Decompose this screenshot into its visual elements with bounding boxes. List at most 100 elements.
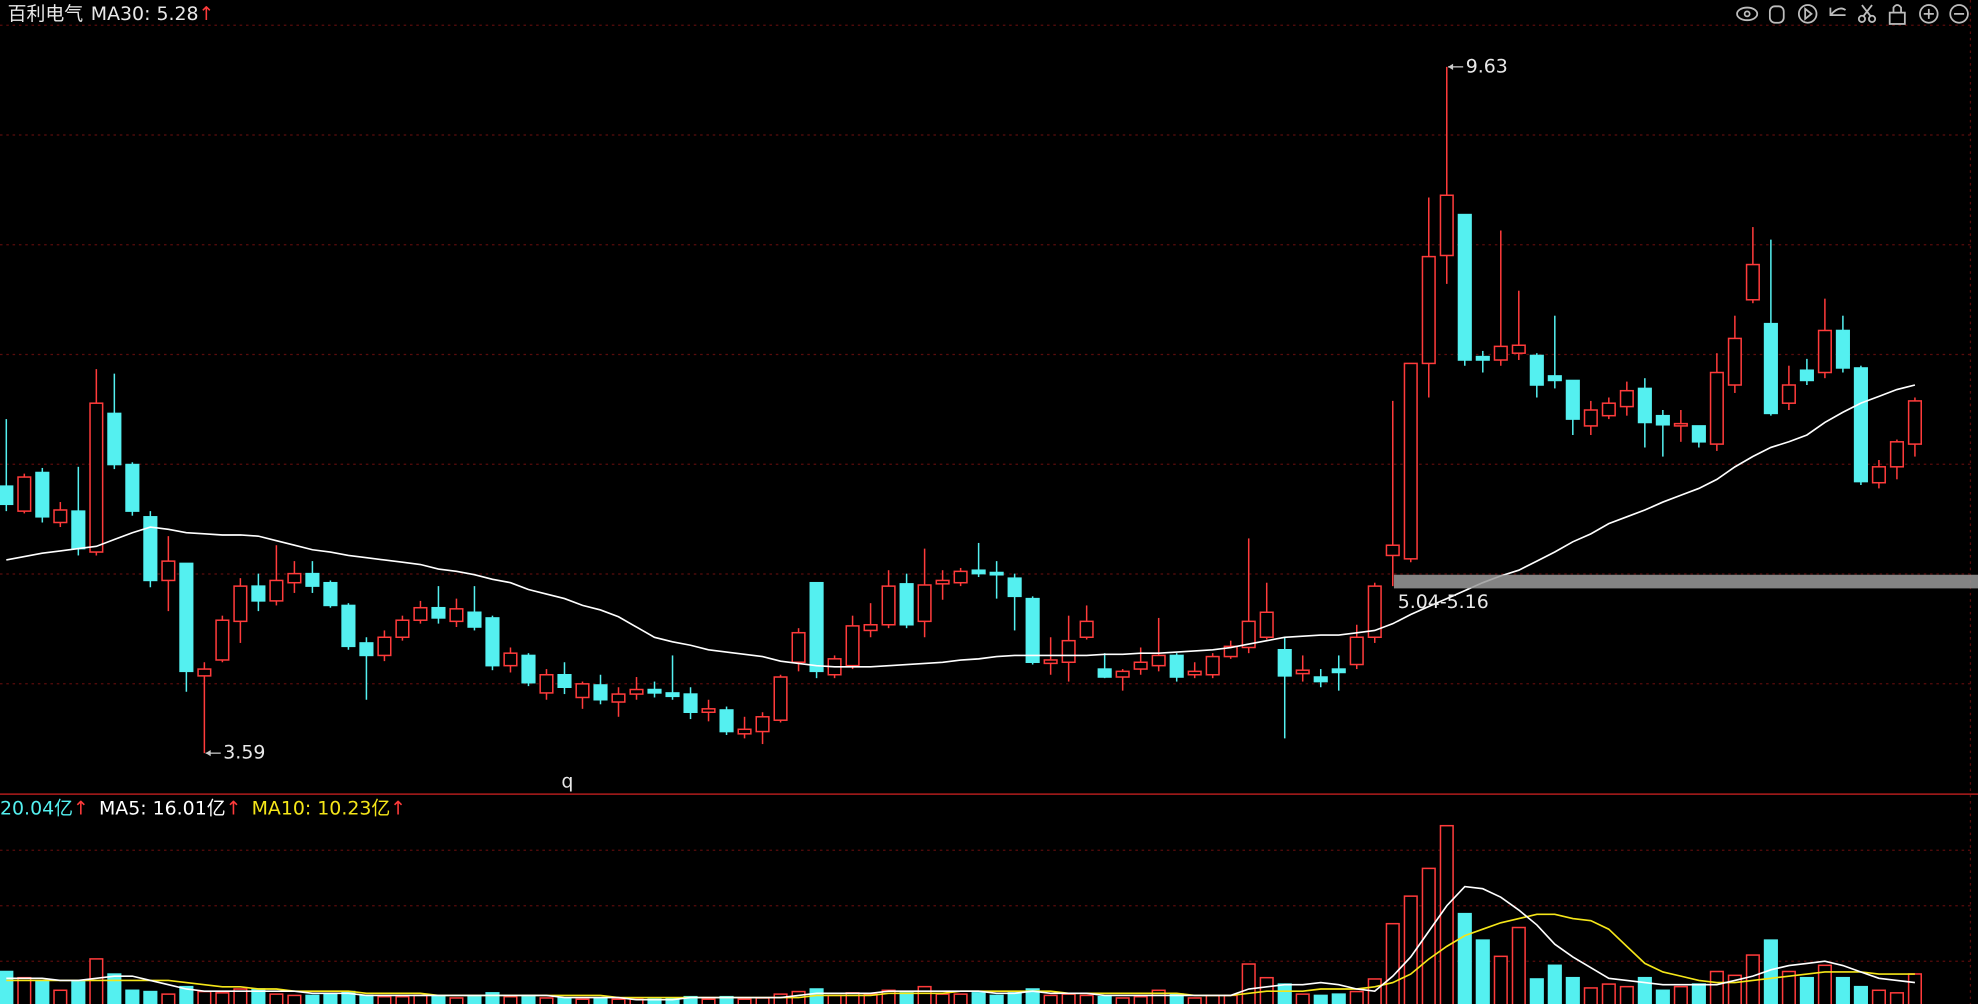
candle-body [1745, 263, 1760, 301]
volume-bar [1475, 939, 1490, 1004]
volume-bar [1403, 895, 1418, 1004]
candle-body [1385, 544, 1400, 557]
volume-bar [1907, 973, 1922, 1004]
candle-body [881, 585, 896, 626]
volume-bar [1745, 954, 1760, 1004]
candle-body [1601, 402, 1616, 417]
volume-bar [161, 993, 176, 1004]
candle-body [215, 619, 230, 661]
volume-bar [521, 994, 536, 1004]
candle-body [1169, 654, 1184, 678]
candle-body [1493, 345, 1508, 361]
zoom-in-icon[interactable] [1919, 4, 1939, 24]
legend-text: 20.04亿 [0, 797, 73, 819]
vol-ma5-line [6, 885, 1916, 1001]
candle-body [1223, 645, 1238, 658]
volume-bar [575, 998, 590, 1004]
candle-body [1313, 676, 1328, 683]
volume-panel [0, 824, 1922, 1004]
volume-bar [269, 993, 284, 1004]
candle-body [1637, 387, 1652, 424]
candle-body [863, 623, 878, 632]
candle-body [719, 709, 734, 733]
candle-body [179, 562, 194, 673]
volume-bar [1061, 993, 1076, 1004]
volume-bar [1655, 989, 1670, 1004]
candle-body [1331, 668, 1346, 674]
lock-icon[interactable] [1888, 4, 1906, 25]
volume-bar [1799, 976, 1814, 1004]
candle-body [1781, 384, 1796, 404]
zoom-out-icon[interactable] [1949, 4, 1969, 24]
volume-bar [1205, 994, 1220, 1004]
volume-bar [1835, 976, 1850, 1004]
volume-bar [107, 973, 122, 1004]
volume-bar [1547, 964, 1562, 1004]
candle-body [89, 402, 104, 553]
candle-body [1889, 441, 1904, 468]
volume-bar [827, 994, 842, 1004]
candle-body [161, 560, 176, 582]
volume-bar [1817, 964, 1832, 1004]
volume-bar [737, 998, 752, 1004]
volume-bar [1295, 993, 1310, 1004]
candle-body [143, 516, 158, 582]
candle-body [1349, 636, 1364, 666]
price-panel: 5.04-5.16 9.63 3.59 q [0, 55, 1978, 792]
candle-body [53, 509, 68, 524]
candle-body [899, 583, 914, 626]
candle-body [1187, 670, 1202, 676]
volume-bar [1511, 926, 1526, 1004]
volume-bar [557, 997, 572, 1004]
volume-bar [755, 997, 770, 1004]
eye-icon[interactable] [1736, 6, 1759, 22]
candle-body [521, 654, 536, 684]
candle-body [395, 619, 410, 639]
undo-icon[interactable] [1829, 7, 1847, 17]
volume-bar [953, 993, 968, 1004]
candle-body [989, 571, 1004, 576]
volume-bar [1241, 963, 1256, 1004]
candle-body [1079, 620, 1094, 639]
volume-bar [845, 992, 860, 1004]
hand-icon[interactable] [1768, 5, 1785, 24]
candle-body [1403, 362, 1418, 560]
volume-bar [1187, 997, 1202, 1004]
candle-body [1691, 425, 1706, 443]
candle-body [1367, 585, 1382, 639]
candle-body [197, 668, 212, 677]
volume-bar [1331, 993, 1346, 1004]
volume-bar [539, 997, 554, 1004]
candle-body [359, 642, 374, 657]
volume-bar [233, 988, 248, 1004]
legend-arrow: ↑ [226, 797, 242, 819]
candle-body [1133, 661, 1148, 670]
volume-bar [1079, 994, 1094, 1004]
candle-body [1619, 389, 1634, 408]
candle-body [35, 471, 50, 518]
legend-arrow: ↑ [390, 797, 406, 819]
volume-bar [71, 980, 86, 1004]
candle-body [305, 572, 320, 587]
annotation-label: 9.63 [1466, 55, 1508, 77]
candle-body [377, 636, 392, 657]
stock-name: 百利电气 [8, 2, 84, 24]
volume-bar [1601, 983, 1616, 1004]
candle-body [1799, 369, 1814, 382]
scissors-icon[interactable] [1857, 4, 1877, 23]
candle-body [323, 581, 338, 607]
candle-body [773, 676, 788, 721]
candle-body [503, 652, 518, 667]
annotation-arrowhead [205, 749, 211, 757]
volume-bar [1043, 994, 1058, 1004]
candle-body [71, 510, 86, 550]
candle-body [1007, 577, 1022, 598]
volume-bar [1709, 970, 1724, 1004]
candle-body [1727, 337, 1742, 386]
play-icon[interactable] [1797, 4, 1818, 24]
volume-bar [485, 992, 500, 1004]
candle-body [845, 625, 860, 667]
volume-bar [377, 995, 392, 1004]
